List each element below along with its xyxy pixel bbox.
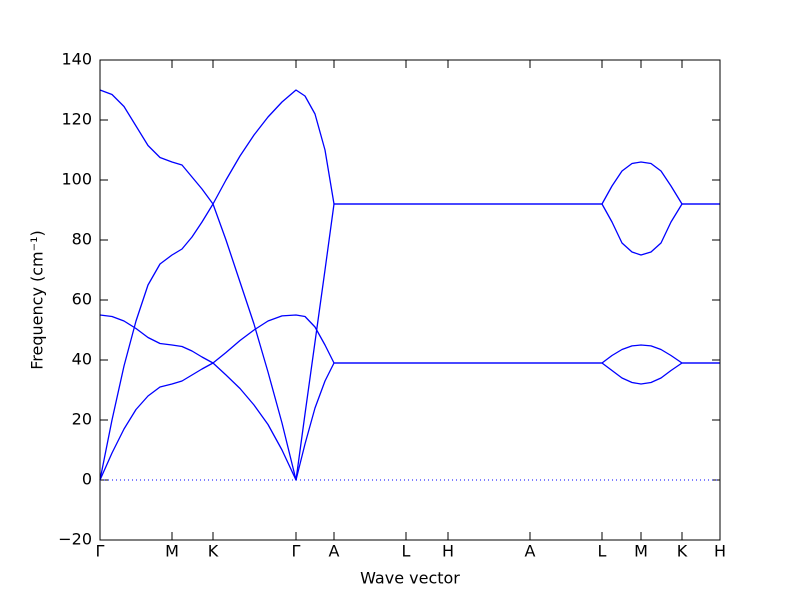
x-tick-label: K: [677, 542, 688, 561]
y-tick-label: 80: [72, 230, 92, 249]
x-tick-label: A: [525, 542, 536, 561]
band-line: [99, 203, 720, 481]
y-tick-label: 20: [72, 410, 92, 429]
y-tick-label: 100: [61, 170, 92, 189]
x-tick-label: H: [714, 542, 726, 561]
x-tick-label: L: [402, 542, 411, 561]
x-tick-label: Γ: [292, 542, 301, 561]
y-tick-label: 60: [72, 290, 92, 309]
y-tick-label: −20: [58, 530, 92, 549]
y-axis-label: Frequency (cm⁻¹): [28, 230, 47, 369]
x-tick-label: H: [442, 542, 454, 561]
band-line: [99, 314, 720, 364]
x-axis-label: Wave vector: [360, 569, 460, 588]
x-tick-label: L: [598, 542, 607, 561]
x-tick-label: K: [208, 542, 219, 561]
x-tick-label: Γ: [96, 542, 105, 561]
y-tick-label: 40: [72, 350, 92, 369]
x-tick-label: A: [329, 542, 340, 561]
plot-frame: [99, 59, 721, 541]
y-tick-label: 140: [61, 50, 92, 69]
band-line: [99, 89, 720, 205]
band-line: [99, 362, 720, 481]
x-tick-label: M: [165, 542, 179, 561]
y-tick-label: 120: [61, 110, 92, 129]
x-tick-label: M: [634, 542, 648, 561]
y-tick-label: 0: [82, 470, 92, 489]
